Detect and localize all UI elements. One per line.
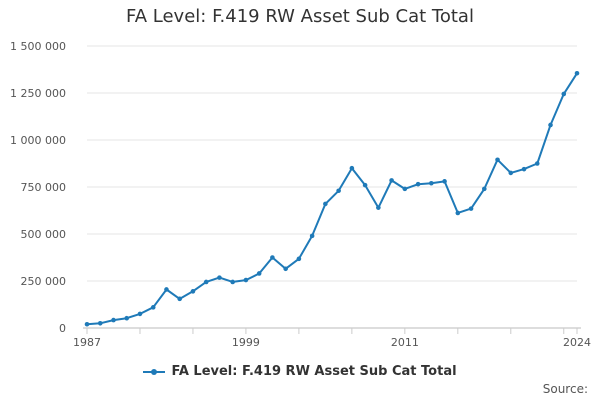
data-point[interactable]: [270, 255, 275, 260]
data-point[interactable]: [256, 271, 262, 276]
data-point[interactable]: [217, 275, 222, 280]
data-point[interactable]: [362, 182, 368, 188]
y-tick-label: 1 500 000: [10, 40, 66, 53]
data-point[interactable]: [84, 321, 90, 327]
data-point[interactable]: [349, 165, 355, 171]
data-point[interactable]: [561, 91, 567, 97]
data-point[interactable]: [230, 279, 235, 285]
data-point[interactable]: [455, 210, 461, 216]
y-tick-label: 0: [59, 322, 66, 335]
x-tick-label: 2024: [563, 336, 591, 349]
data-point[interactable]: [296, 256, 302, 262]
data-point[interactable]: [203, 279, 209, 285]
data-point[interactable]: [243, 277, 249, 283]
y-tick-label: 250 000: [21, 275, 67, 288]
series-line: [86, 72, 578, 326]
data-point[interactable]: [442, 179, 447, 184]
y-tick-label: 1 250 000: [10, 87, 66, 100]
data-point[interactable]: [574, 70, 580, 76]
data-point[interactable]: [548, 122, 553, 128]
legend-line-marker-icon: [143, 367, 166, 377]
data-point[interactable]: [508, 170, 514, 176]
series-group: [84, 70, 580, 327]
data-point[interactable]: [389, 178, 394, 183]
y-tick-label: 1 000 000: [10, 134, 66, 147]
y-tick-label: 500 000: [21, 228, 67, 241]
y-axis-ticks: 0 250 000 500 000 750 000 1 000 000 1 250 000…: [10, 40, 66, 335]
data-point[interactable]: [521, 166, 527, 172]
chart-title: FA Level: F.419 RW Asset Sub Cat Total: [126, 6, 474, 27]
data-point[interactable]: [97, 321, 103, 326]
data-point[interactable]: [376, 205, 381, 210]
data-point[interactable]: [402, 186, 408, 192]
x-axis: 1987 1999 2011 2024: [73, 327, 591, 349]
data-point[interactable]: [137, 311, 143, 317]
legend-label: FA Level: F.419 RW Asset Sub Cat Total: [171, 364, 457, 379]
legend[interactable]: FA Level: F.419 RW Asset Sub Cat Total: [0, 364, 600, 379]
data-point[interactable]: [323, 201, 328, 207]
data-point[interactable]: [468, 206, 474, 211]
x-tick-label: 1987: [73, 336, 101, 349]
data-point[interactable]: [495, 157, 500, 163]
data-point[interactable]: [481, 186, 487, 192]
data-point[interactable]: [534, 161, 540, 166]
data-point[interactable]: [164, 287, 169, 292]
data-point[interactable]: [309, 233, 315, 239]
data-point[interactable]: [177, 296, 183, 302]
data-point[interactable]: [415, 181, 421, 187]
gridlines: [87, 45, 577, 282]
x-tick-label: 1999: [232, 336, 260, 349]
x-tick-label: 2011: [391, 336, 419, 349]
data-point[interactable]: [283, 266, 288, 272]
source-label: Source:: [542, 382, 588, 396]
data-point[interactable]: [190, 289, 196, 294]
data-point[interactable]: [336, 188, 341, 194]
data-point[interactable]: [111, 317, 116, 323]
data-point[interactable]: [124, 315, 130, 321]
data-point[interactable]: [150, 305, 156, 310]
y-tick-label: 750 000: [21, 181, 67, 194]
data-point[interactable]: [429, 180, 434, 186]
